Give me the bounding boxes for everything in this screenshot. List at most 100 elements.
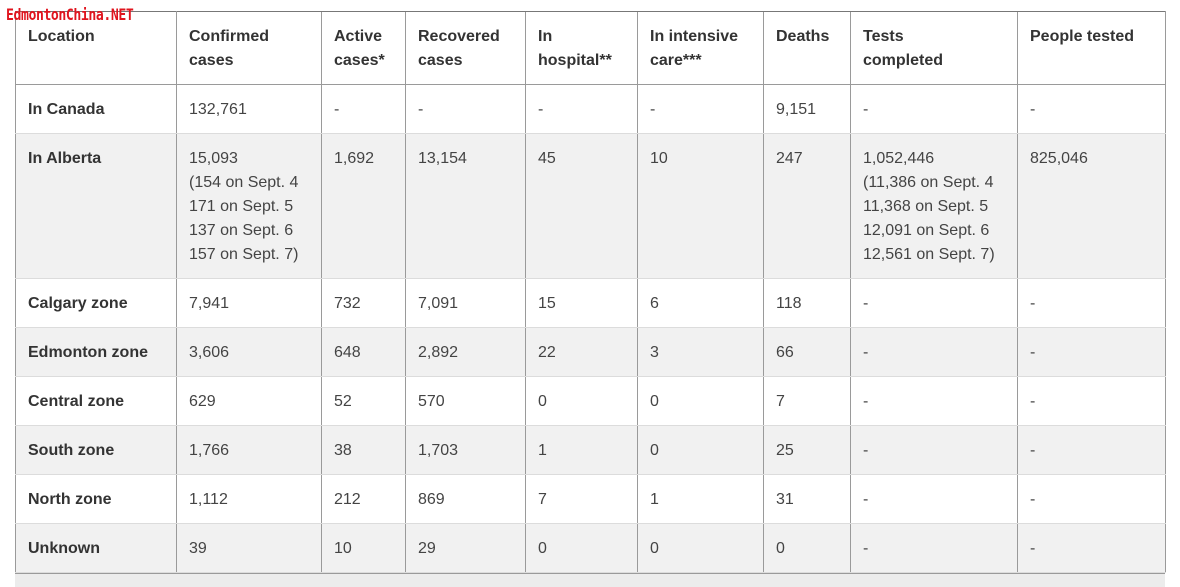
table-header-row: Location Confirmed cases Active cases* Recove… — [15, 11, 1166, 85]
cell-text: - — [863, 540, 869, 557]
cell-confirmed: 629 — [176, 376, 322, 426]
cell-confirmed: 39 — [176, 523, 322, 573]
cell-people: - — [1017, 327, 1166, 377]
cell-tests: - — [850, 425, 1018, 475]
cell-active: 38 — [321, 425, 406, 475]
cell-text: 1,052,446 — [863, 150, 935, 167]
cell-location: Central zone — [15, 376, 177, 426]
cell-deaths: 31 — [763, 474, 851, 524]
table-row: Edmonton zone 3,606 648 2,892 22 3 66- - — [15, 327, 1166, 377]
table-row: Unknown 39 10 29 0 0 0- - — [15, 523, 1166, 573]
cell-text: - — [863, 295, 869, 312]
cell-recovered: 869 — [405, 474, 526, 524]
cell-icu: 3 — [637, 327, 764, 377]
cell-hospital: 0 — [525, 376, 638, 426]
table-row: In Canada 132,761- - - -9,151- - — [15, 84, 1166, 134]
header-text: In — [538, 28, 553, 45]
cell-location: North zone — [15, 474, 177, 524]
header-text: Confirmed — [189, 28, 269, 45]
header-text: hospital** — [538, 52, 612, 69]
cell-confirmed: 132,761 — [176, 84, 322, 134]
header-in-intensive-care: In intensive care*** — [637, 11, 764, 85]
header-text: Tests — [863, 28, 904, 45]
cell-text: 1,766 — [189, 442, 230, 459]
header-text: In intensive — [650, 28, 739, 45]
cell-deaths: 25 — [763, 425, 851, 475]
header-confirmed-cases: Confirmed cases — [176, 11, 322, 85]
cell-text: 15,093 — [189, 150, 238, 167]
cell-tests: - — [850, 376, 1018, 426]
cell-recovered: 570 — [405, 376, 526, 426]
cell-recovered: - — [405, 84, 526, 134]
cell-hospital: 15 — [525, 278, 638, 328]
cell-hospital: - — [525, 84, 638, 134]
cell-hospital: 1 — [525, 425, 638, 475]
cell-text: (11,386 on Sept. 4 — [863, 174, 994, 191]
cell-recovered: 13,154 — [405, 133, 526, 279]
header-text: Active — [334, 28, 383, 45]
cell-hospital: 7 — [525, 474, 638, 524]
header-location: Location — [15, 11, 177, 85]
cell-tests: - — [850, 474, 1018, 524]
cell-confirmed: 3,606 — [176, 327, 322, 377]
header-text: Deaths — [776, 28, 830, 45]
header-text: care*** — [650, 52, 702, 69]
cell-text: - — [863, 491, 869, 508]
cell-active: 732 — [321, 278, 406, 328]
cell-icu: 1 — [637, 474, 764, 524]
cell-active: 52 — [321, 376, 406, 426]
cell-text: 12,091 on Sept. 6 — [863, 222, 990, 239]
cell-confirmed: 1,112 — [176, 474, 322, 524]
header-text: cases — [418, 52, 463, 69]
header-text: cases* — [334, 52, 385, 69]
cell-active: 212 — [321, 474, 406, 524]
cell-deaths: 118 — [763, 278, 851, 328]
header-active-cases: Active cases* — [321, 11, 406, 85]
cell-tests: - — [850, 278, 1018, 328]
cell-recovered: 7,091 — [405, 278, 526, 328]
cell-text: - — [863, 393, 869, 410]
cell-recovered: 29 — [405, 523, 526, 573]
header-in-hospital: In hospital** — [525, 11, 638, 85]
covid-stats-table: Location Confirmed cases Active cases* Recove… — [15, 11, 1166, 573]
cell-people: - — [1017, 278, 1166, 328]
header-recovered-cases: Recovered cases — [405, 11, 526, 85]
cell-text: 11,368 on Sept. 5 — [863, 198, 989, 215]
cell-hospital: 22 — [525, 327, 638, 377]
cell-icu: 0 — [637, 376, 764, 426]
cell-tests: - — [850, 523, 1018, 573]
header-tests-completed: Tests completed — [850, 11, 1018, 85]
header-people-tested: People tested — [1017, 11, 1166, 85]
cell-icu: - — [637, 84, 764, 134]
cell-people: - — [1017, 474, 1166, 524]
cell-text: (154 on Sept. 4 — [189, 174, 299, 191]
cell-hospital: 0 — [525, 523, 638, 573]
cell-hospital: 45 — [525, 133, 638, 279]
cell-location: Unknown — [15, 523, 177, 573]
cell-location: Edmonton zone — [15, 327, 177, 377]
cell-people: - — [1017, 84, 1166, 134]
table-row: North zone 1,112 212 869 7 1 31- - — [15, 474, 1166, 524]
cell-tests: 1,052,446 (11,386 on Sept. 4 11,368 on Sep… — [850, 133, 1018, 279]
cell-text: 171 on Sept. 5 — [189, 198, 294, 215]
cell-deaths: 7 — [763, 376, 851, 426]
cell-confirmed: 1,766 — [176, 425, 322, 475]
cell-active: - — [321, 84, 406, 134]
cell-text: 629 — [189, 393, 216, 410]
header-text: Location — [28, 28, 95, 45]
header-text: cases — [189, 52, 234, 69]
cell-text: - — [863, 101, 869, 118]
header-deaths: Deaths — [763, 11, 851, 85]
cell-active: 1,692 — [321, 133, 406, 279]
cell-recovered: 1,703 — [405, 425, 526, 475]
table-row: South zone 1,766 38 1,703 1 0 25- - — [15, 425, 1166, 475]
cell-text: 132,761 — [189, 101, 247, 118]
header-text: People tested — [1030, 28, 1135, 45]
cell-deaths: 0 — [763, 523, 851, 573]
cell-active: 10 — [321, 523, 406, 573]
cell-text: 157 on Sept. 7) — [189, 246, 299, 263]
cell-text: 7,941 — [189, 295, 230, 312]
header-text: completed — [863, 52, 944, 69]
cell-deaths: 66 — [763, 327, 851, 377]
cell-confirmed: 7,941 — [176, 278, 322, 328]
